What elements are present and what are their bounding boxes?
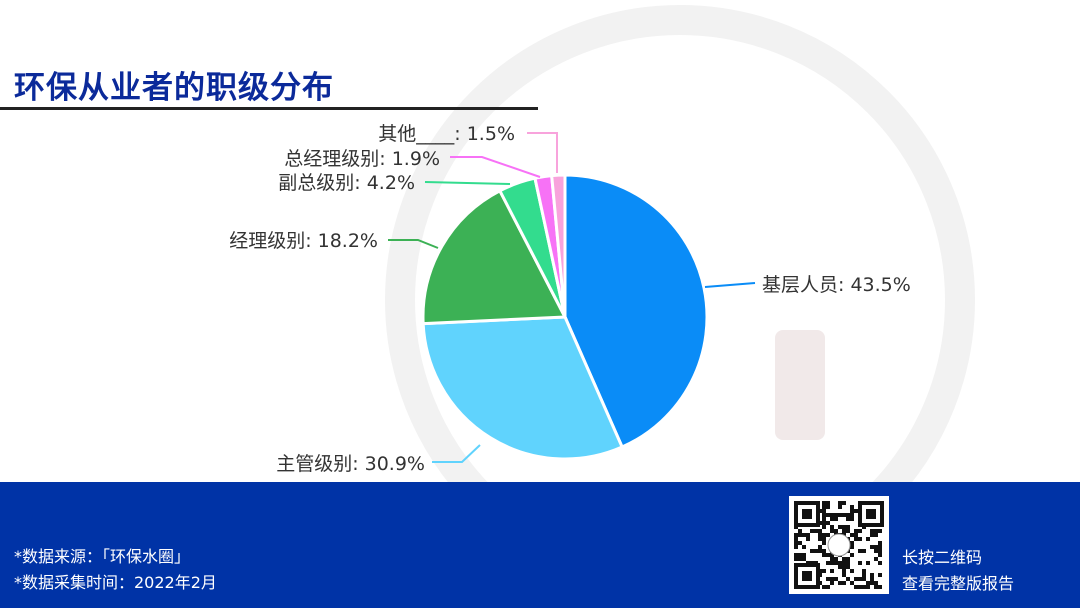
leader-line [424, 181, 511, 185]
slice-label: 其他____: 1.5% [378, 123, 515, 145]
leader-line [450, 156, 541, 178]
pie-chart: 基层人员: 43.5% 主管级别: 30.9% 经理级别: 18.2% 副总级别: 4… [229, 123, 911, 475]
title-underline [0, 107, 538, 110]
slice-label: 经理级别: 18.2% [229, 230, 378, 252]
pie-slice [550, 173, 567, 318]
pie-slice [421, 188, 568, 326]
qr-code[interactable] [789, 496, 889, 594]
slice-label: 副总级别: 4.2% [278, 172, 415, 194]
leader-line [527, 132, 558, 173]
slice-label: 总经理级别: 1.9% [284, 148, 440, 170]
leader-line [704, 282, 756, 288]
slice-label: 基层人员: 43.5% [762, 274, 911, 296]
leader-line [432, 444, 481, 463]
footer-bar: *数据来源：「环保水圈」 *数据采集时间：2022年2月 长按二维码 查看完整版… [0, 482, 1080, 608]
leader-line [388, 239, 439, 249]
slice-label: 主管级别: 30.9% [276, 453, 425, 475]
pie-slice [563, 173, 709, 449]
qr-caption-1: 长按二维码 [902, 548, 983, 567]
data-date: *数据采集时间：2022年2月 [14, 573, 217, 592]
pie-slice [421, 315, 625, 461]
qr-caption-2: 查看完整版报告 [902, 574, 1015, 593]
page-title: 环保从业者的职级分布 [14, 70, 334, 106]
data-source: *数据来源：「环保水圈」 [14, 547, 191, 566]
